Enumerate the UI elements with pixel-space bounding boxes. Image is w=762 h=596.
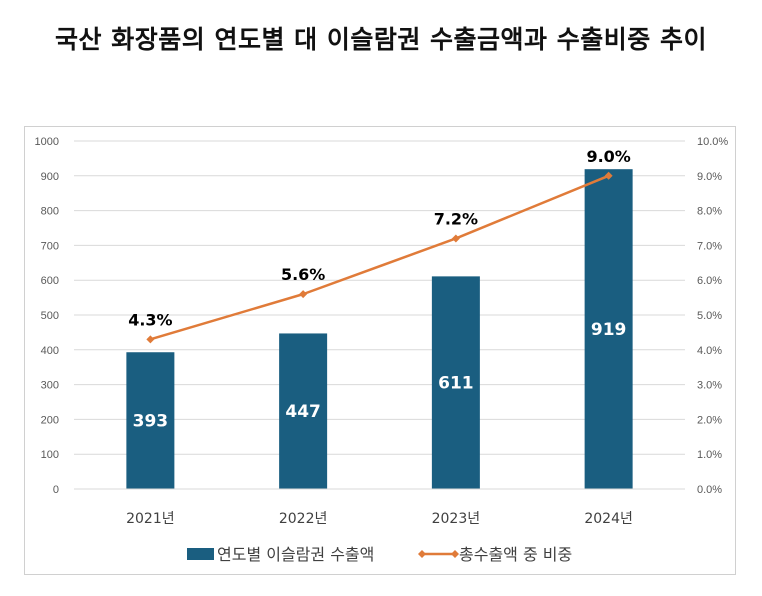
right-axis-ticks: 0.0% 1.0% 2.0% 3.0% 4.0% 5.0% 6.0% 7.0% 8.0% 9.0%… xyxy=(697,136,728,496)
left-axis-tick-label: 1000 xyxy=(35,136,59,148)
right-axis-tick-label: 4.0% xyxy=(697,345,722,357)
left-axis-tick-label: 500 xyxy=(41,310,59,322)
x-axis-ticks: 2021년 2022년 2023년 2024년 xyxy=(74,488,685,527)
gridlines xyxy=(74,140,685,490)
chart-title: 국산 화장품의 연도별 대 이슬람권 수출금액과 수출비중 추이 xyxy=(55,25,707,54)
right-axis-tick-label: 9.0% xyxy=(697,171,722,183)
line-data-labels: 4.3% 5.6% 7.2% 9.0% xyxy=(128,147,631,330)
bar-data-label: 447 xyxy=(285,402,321,422)
line-path xyxy=(150,174,610,341)
legend: 연도별 이슬람권 수출액 총수출액 중 비중 xyxy=(187,545,572,564)
x-axis-tick-label: 2024년 xyxy=(584,511,633,527)
x-axis-tick-label: 2022년 xyxy=(279,511,328,527)
right-axis-tick-label: 1.0% xyxy=(697,449,722,461)
legend-marker xyxy=(418,550,426,558)
bar xyxy=(431,276,480,489)
line-data-label: 7.2% xyxy=(434,209,478,228)
left-axis-ticks: 0 100 200 300 400 500 600 700 800 900 1000 xyxy=(35,136,59,496)
bar-data-label: 611 xyxy=(438,374,474,394)
line-marker xyxy=(451,234,460,243)
left-axis-tick-label: 0 xyxy=(53,484,59,496)
line-series xyxy=(146,171,613,344)
right-axis-tick-label: 2.0% xyxy=(697,414,722,426)
left-axis-tick-label: 300 xyxy=(41,380,59,392)
right-axis-tick-label: 0.0% xyxy=(697,484,722,496)
bar xyxy=(126,352,175,489)
line-data-label: 4.3% xyxy=(128,310,172,329)
bar-data-label: 919 xyxy=(591,320,627,340)
right-axis-tick-label: 3.0% xyxy=(697,380,722,392)
right-axis-tick-label: 10.0% xyxy=(697,136,728,148)
line-marker xyxy=(604,171,613,180)
bar xyxy=(584,169,633,490)
left-axis-tick-label: 900 xyxy=(41,171,59,183)
right-axis-tick-label: 6.0% xyxy=(697,275,722,287)
left-axis-tick-label: 600 xyxy=(41,275,59,287)
left-axis-tick-label: 700 xyxy=(41,240,59,252)
line-data-label: 9.0% xyxy=(586,147,630,166)
bar-data-label: 393 xyxy=(133,412,169,432)
line-marker xyxy=(146,335,155,344)
left-axis-tick-label: 800 xyxy=(41,206,59,218)
left-axis-tick-label: 100 xyxy=(41,449,59,461)
right-axis-tick-label: 8.0% xyxy=(697,206,722,218)
line-marker xyxy=(299,290,308,299)
line-data-label: 5.6% xyxy=(281,265,325,284)
legend-label-line: 총수출액 중 비중 xyxy=(459,545,572,564)
bar-data-labels: 393 447 611 919 xyxy=(133,320,627,432)
x-axis-tick-label: 2021년 xyxy=(126,511,175,527)
legend-swatch-bar xyxy=(187,548,214,560)
left-axis-tick-label: 200 xyxy=(41,414,59,426)
bar-series xyxy=(126,169,633,490)
legend-marker xyxy=(451,550,459,558)
left-axis-tick-label: 400 xyxy=(41,345,59,357)
right-axis-tick-label: 5.0% xyxy=(697,310,722,322)
x-axis-tick-label: 2023년 xyxy=(432,511,481,527)
bar xyxy=(279,333,328,489)
legend-label-bar: 연도별 이슬람권 수출액 xyxy=(217,545,374,564)
right-axis-tick-label: 7.0% xyxy=(697,240,722,252)
